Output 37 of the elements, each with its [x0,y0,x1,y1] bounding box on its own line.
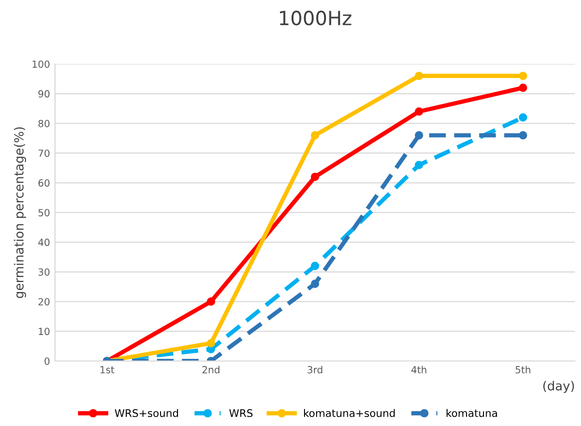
point [310,131,320,140]
y-tick-label: 40 [38,238,50,246]
y-tick-label: 90 [38,90,50,98]
point [414,160,424,170]
legend-label: komatuna+sound [304,408,395,418]
point [414,72,424,80]
y-tick-label: 10 [38,328,50,336]
y-tick-label: 60 [38,179,50,187]
y-axis-title: germination percentage(%) [14,127,26,298]
point [518,84,528,92]
point [518,113,528,122]
point [518,131,528,140]
legend-label: komatuna [446,408,497,418]
point [414,107,424,116]
y-tick-label: 70 [38,150,50,157]
legend-label: WRS+sound [114,408,178,418]
x-tick-label: 1st [100,366,114,374]
y-tick-label: 0 [44,357,50,365]
legend-label: WRS [229,409,253,418]
point [206,297,216,306]
point [518,72,528,80]
y-tick-label: 80 [38,120,50,128]
point [310,262,320,270]
point [206,339,216,348]
x-tick-label: 3rd [308,366,322,374]
x-tick-label: 4th [411,366,426,374]
point [414,131,424,140]
x-tick-label: 5th [516,366,530,374]
point [310,172,320,182]
y-tick-label: 20 [38,298,50,306]
y-tick-label: 100 [32,60,50,68]
x-axis-title: (day) [543,380,574,393]
point [310,280,320,288]
chart-title: 1000Hz [280,10,352,26]
y-tick-label: 50 [38,208,50,216]
x-tick-label: 2nd [202,366,220,374]
y-tick-label: 30 [38,268,50,276]
